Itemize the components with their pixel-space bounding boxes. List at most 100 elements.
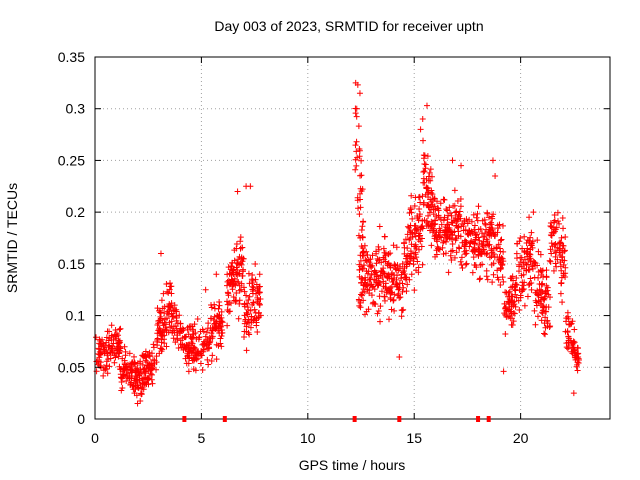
data-point [470, 254, 477, 261]
data-point [427, 166, 434, 173]
data-point [251, 306, 258, 313]
data-point [154, 322, 161, 329]
data-point [115, 353, 122, 360]
data-point [411, 202, 418, 209]
data-point [374, 255, 381, 262]
data-point [244, 311, 251, 318]
data-point [195, 336, 202, 343]
data-point [236, 297, 243, 304]
data-point [569, 350, 576, 357]
data-point [224, 289, 231, 296]
data-point [176, 312, 183, 319]
data-point [171, 302, 178, 309]
data-point [475, 251, 482, 258]
data-point [483, 267, 490, 274]
data-point [166, 302, 173, 309]
data-point [356, 273, 363, 280]
data-point [158, 297, 165, 304]
data-point [136, 377, 143, 384]
data-point [185, 368, 192, 375]
data-point [353, 138, 360, 145]
data-point [420, 168, 427, 175]
y-tick-label: 0.15 [58, 256, 85, 272]
data-point [162, 316, 169, 323]
data-point [123, 378, 130, 385]
data-point [423, 222, 430, 229]
data-point [420, 199, 427, 206]
data-point [179, 335, 186, 342]
data-point [481, 233, 488, 240]
data-point [440, 250, 447, 257]
data-point [479, 243, 486, 250]
data-point [457, 196, 464, 203]
data-point [517, 258, 524, 265]
data-point [548, 240, 555, 247]
data-point [382, 252, 389, 259]
data-point [458, 162, 465, 169]
data-point [257, 312, 264, 319]
data-point [160, 322, 167, 329]
data-point [515, 297, 522, 304]
data-point [169, 327, 176, 334]
data-point [204, 345, 211, 352]
data-point [157, 317, 164, 324]
data-point [122, 348, 129, 355]
data-point [213, 271, 220, 278]
data-point [358, 291, 365, 298]
data-point [408, 271, 415, 278]
data-point [375, 257, 382, 264]
data-point [400, 284, 407, 291]
data-point [238, 286, 245, 293]
data-point [539, 303, 546, 310]
data-point [142, 348, 149, 355]
data-point [532, 289, 539, 296]
data-point [233, 240, 240, 247]
data-point [563, 344, 570, 351]
data-point [530, 209, 537, 216]
data-point [105, 356, 112, 363]
data-point [535, 298, 542, 305]
data-point [495, 258, 502, 265]
data-point [372, 279, 379, 286]
data-point [448, 212, 455, 219]
data-point [357, 204, 364, 211]
data-point [456, 211, 463, 218]
data-point [252, 276, 259, 283]
data-point [570, 390, 577, 397]
data-point [513, 282, 520, 289]
data-point [412, 241, 419, 248]
data-point [449, 240, 456, 247]
data-point [433, 198, 440, 205]
data-point [142, 374, 149, 381]
data-point [423, 185, 430, 192]
data-point [394, 292, 401, 299]
data-point [399, 288, 406, 295]
data-point [360, 297, 367, 304]
data-point [406, 224, 413, 231]
data-point [247, 183, 254, 190]
data-point [239, 244, 246, 251]
data-point [403, 263, 410, 270]
data-point [227, 280, 234, 287]
data-point [353, 148, 360, 155]
data-point [426, 204, 433, 211]
data-point [453, 218, 460, 225]
data-point [499, 274, 506, 281]
data-point [499, 255, 506, 262]
data-point [364, 280, 371, 287]
data-point [527, 258, 534, 265]
data-point [97, 359, 104, 366]
data-point [243, 292, 250, 299]
data-point [173, 325, 180, 332]
data-point [538, 268, 545, 275]
data-point [399, 307, 406, 314]
data-point [182, 345, 189, 352]
data-point [359, 186, 366, 193]
data-point [448, 257, 455, 264]
x-tick-label: 15 [406, 430, 422, 446]
data-point [462, 251, 469, 258]
data-point [102, 365, 109, 372]
data-point [459, 265, 466, 272]
data-point [374, 280, 381, 287]
data-point [443, 206, 450, 213]
